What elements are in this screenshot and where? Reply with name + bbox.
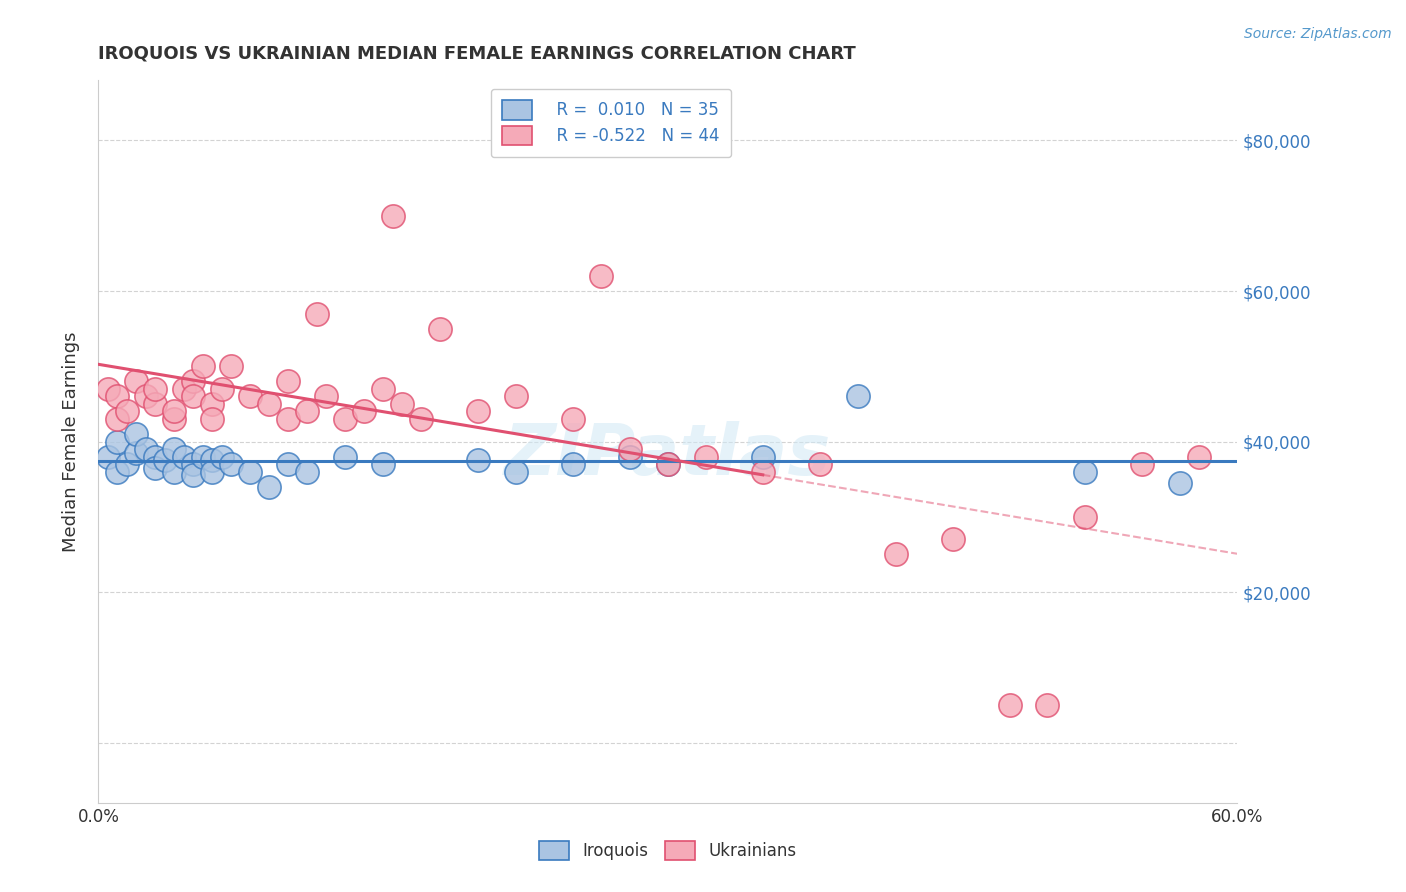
Point [163,412,186,426]
Point [505,465,527,479]
Point [221,359,243,374]
Point [1188,450,1211,464]
Point [183,389,205,403]
Point [201,412,224,426]
Point [135,389,157,403]
Point [411,412,433,426]
Point [942,533,965,547]
Point [998,698,1021,712]
Text: Source: ZipAtlas.com: Source: ZipAtlas.com [1244,27,1392,41]
Point [191,359,214,374]
Point [201,453,224,467]
Point [1170,475,1192,490]
Point [1132,457,1154,471]
Point [239,465,262,479]
Point [429,321,451,335]
Point [153,453,176,467]
Point [107,434,129,449]
Point [97,450,120,464]
Point [183,457,205,471]
Point [97,382,120,396]
Point [201,465,224,479]
Point [1036,698,1059,712]
Point [221,457,243,471]
Point [145,382,167,396]
Point [846,389,869,403]
Point [657,457,679,471]
Point [1074,509,1097,524]
Point [657,457,679,471]
Point [305,307,328,321]
Point [884,548,907,562]
Point [191,450,214,464]
Point [505,389,527,403]
Point [371,457,394,471]
Text: IROQUOIS VS UKRAINIAN MEDIAN FEMALE EARNINGS CORRELATION CHART: IROQUOIS VS UKRAINIAN MEDIAN FEMALE EARN… [98,45,856,62]
Point [125,375,148,389]
Point [183,375,205,389]
Point [467,453,489,467]
Legend: Iroquois, Ukrainians: Iroquois, Ukrainians [533,834,803,867]
Point [183,468,205,483]
Point [125,446,148,460]
Point [107,412,129,426]
Point [125,427,148,442]
Point [562,457,585,471]
Point [163,442,186,456]
Point [467,404,489,418]
Point [297,404,319,418]
Point [201,397,224,411]
Point [115,457,138,471]
Y-axis label: Median Female Earnings: Median Female Earnings [62,331,80,552]
Point [135,442,157,456]
Point [277,375,299,389]
Point [145,450,167,464]
Point [259,397,281,411]
Point [808,457,831,471]
Point [145,461,167,475]
Point [107,465,129,479]
Point [619,450,641,464]
Point [752,450,775,464]
Point [335,412,357,426]
Point [259,480,281,494]
Point [115,404,138,418]
Point [591,268,613,283]
Point [163,465,186,479]
Point [211,382,233,396]
Point [107,389,129,403]
Point [173,450,195,464]
Point [335,450,357,464]
Point [145,397,167,411]
Point [173,382,195,396]
Point [297,465,319,479]
Point [381,209,404,223]
Point [371,382,394,396]
Point [277,412,299,426]
Point [163,404,186,418]
Point [619,442,641,456]
Point [562,412,585,426]
Point [1074,465,1097,479]
Point [353,404,375,418]
Text: ZIPatlas: ZIPatlas [505,422,831,491]
Point [277,457,299,471]
Point [315,389,337,403]
Point [695,450,717,464]
Point [752,465,775,479]
Point [391,397,413,411]
Point [239,389,262,403]
Point [211,450,233,464]
